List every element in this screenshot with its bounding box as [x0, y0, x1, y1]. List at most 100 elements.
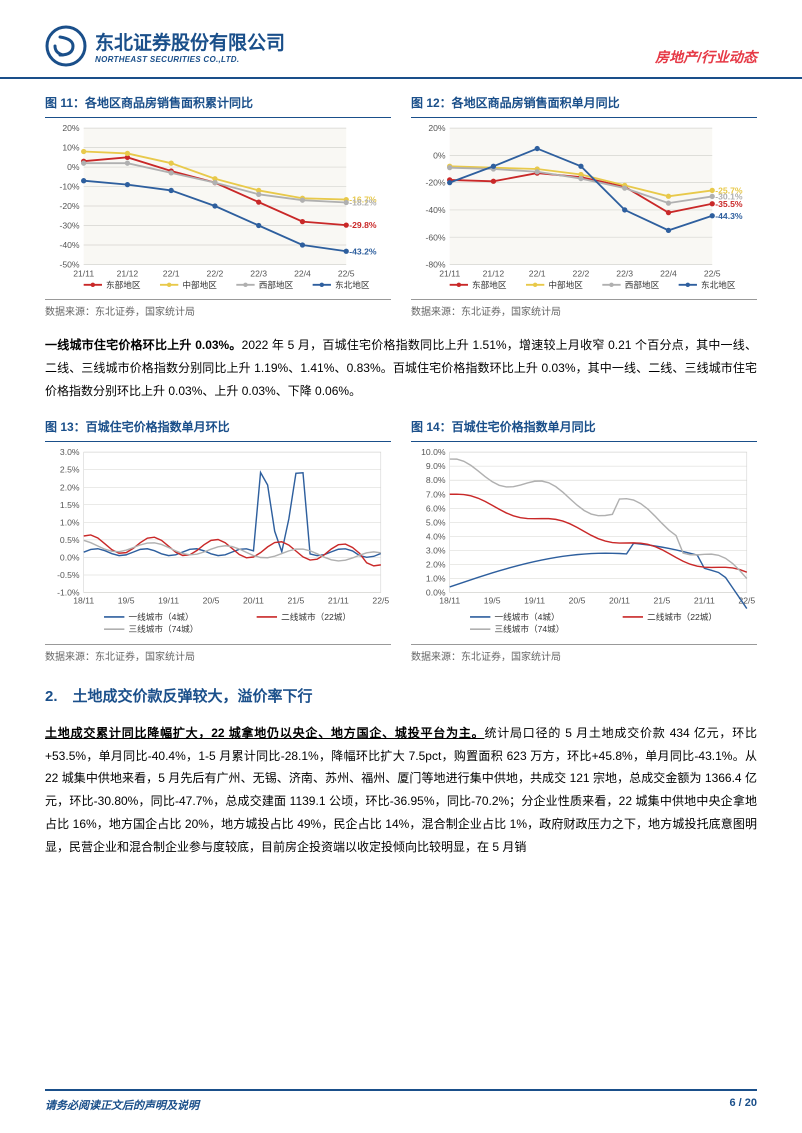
svg-text:-30%: -30%: [59, 221, 79, 231]
svg-text:22/2: 22/2: [573, 269, 590, 279]
chart-13-source: 数据来源：东北证券，国家统计局: [45, 648, 391, 663]
chart-14-box: 0.0%1.0%2.0%3.0%4.0%5.0%6.0%7.0%8.0%9.0%…: [411, 441, 757, 644]
svg-text:0.5%: 0.5%: [60, 535, 80, 545]
svg-text:-18.2%: -18.2%: [349, 198, 377, 208]
svg-text:21/11: 21/11: [73, 269, 94, 279]
svg-text:20/11: 20/11: [609, 596, 630, 606]
svg-text:20/5: 20/5: [203, 596, 220, 606]
chart-row-1: 图 11：各地区商品房销售面积累计同比 -50%-40%-30%-20%-10%…: [45, 94, 757, 318]
paragraph-1: 一线城市住宅价格环比上升 0.03%。2022 年 5 月，百城住宅价格指数同比…: [45, 334, 757, 402]
svg-text:3.0%: 3.0%: [60, 448, 80, 458]
svg-text:0%: 0%: [433, 150, 446, 160]
content-area: 图 11：各地区商品房销售面积累计同比 -50%-40%-30%-20%-10%…: [0, 79, 802, 859]
chart-13-block: 图 13：百城住宅价格指数单月环比 -1.0%-0.5%0.0%0.5%1.0%…: [45, 418, 391, 662]
svg-text:4.0%: 4.0%: [426, 532, 446, 542]
svg-text:-40%: -40%: [59, 240, 79, 250]
svg-text:-20%: -20%: [425, 178, 445, 188]
section-2-heading: 2. 土地成交价款反弹较大，溢价率下行: [45, 685, 757, 706]
svg-text:20%: 20%: [62, 123, 80, 133]
svg-text:22/3: 22/3: [250, 269, 267, 279]
chart-12-source: 数据来源：东北证券，国家统计局: [411, 303, 757, 318]
svg-text:10.0%: 10.0%: [421, 448, 446, 458]
svg-text:中部地区: 中部地区: [548, 279, 583, 290]
para1-bold: 一线城市住宅价格环比上升 0.03%。: [45, 338, 242, 352]
svg-text:三线城市（74城）: 三线城市（74城）: [494, 624, 564, 635]
chart-14-svg: 0.0%1.0%2.0%3.0%4.0%5.0%6.0%7.0%8.0%9.0%…: [411, 446, 757, 639]
company-logo-icon: [45, 25, 87, 67]
svg-text:22/3: 22/3: [616, 269, 633, 279]
svg-text:0.0%: 0.0%: [60, 553, 80, 563]
chart-14-source: 数据来源：东北证券，国家统计局: [411, 648, 757, 663]
chart-12-box: -80%-60%-40%-20%0%20%21/1121/1222/122/22…: [411, 117, 757, 300]
svg-text:东部地区: 东部地区: [106, 279, 141, 290]
para2-underline: 土地成交累计同比降幅扩大，22 城拿地仍以央企、地方国企、城投平台为主。: [45, 726, 484, 740]
svg-text:22/5: 22/5: [704, 269, 721, 279]
footer-pagenum: 6 / 20: [729, 1097, 757, 1113]
company-name-en: NORTHEAST SECURITIES CO.,LTD.: [95, 55, 285, 64]
svg-text:22/5: 22/5: [372, 596, 389, 606]
chart-row-2: 图 13：百城住宅价格指数单月环比 -1.0%-0.5%0.0%0.5%1.0%…: [45, 418, 757, 662]
svg-text:22/4: 22/4: [294, 269, 311, 279]
chart-13-svg: -1.0%-0.5%0.0%0.5%1.0%1.5%2.0%2.5%3.0%18…: [45, 446, 391, 639]
svg-text:1.5%: 1.5%: [60, 500, 80, 510]
svg-text:二线城市（22城）: 二线城市（22城）: [281, 611, 351, 622]
svg-text:中部地区: 中部地区: [182, 279, 217, 290]
svg-text:3.0%: 3.0%: [426, 546, 446, 556]
chart-13-title: 图 13：百城住宅价格指数单月环比: [45, 418, 391, 435]
footer-line: 请务必阅读正文后的声明及说明 6 / 20: [45, 1089, 757, 1113]
svg-text:1.0%: 1.0%: [60, 518, 80, 528]
chart-12-svg: -80%-60%-40%-20%0%20%21/1121/1222/122/22…: [411, 122, 757, 295]
svg-text:20/11: 20/11: [243, 596, 264, 606]
svg-text:8.0%: 8.0%: [426, 476, 446, 486]
page-footer: 请务必阅读正文后的声明及说明 6 / 20: [0, 1089, 802, 1133]
svg-text:东北地区: 东北地区: [335, 279, 370, 290]
svg-text:21/12: 21/12: [483, 269, 505, 279]
chart-12-title: 图 12：各地区商品房销售面积单月同比: [411, 94, 757, 111]
chart-11-title: 图 11：各地区商品房销售面积累计同比: [45, 94, 391, 111]
chart-11-box: -50%-40%-30%-20%-10%0%10%20%21/1121/1222…: [45, 117, 391, 300]
svg-text:西部地区: 西部地区: [259, 279, 294, 290]
logo-text: 东北证券股份有限公司 NORTHEAST SECURITIES CO.,LTD.: [95, 28, 285, 64]
chart-11-block: 图 11：各地区商品房销售面积累计同比 -50%-40%-30%-20%-10%…: [45, 94, 391, 318]
svg-text:-20%: -20%: [59, 201, 79, 211]
svg-text:18/11: 18/11: [73, 596, 94, 606]
svg-text:2.5%: 2.5%: [60, 465, 80, 475]
svg-text:-44.3%: -44.3%: [715, 211, 743, 221]
svg-text:19/11: 19/11: [158, 596, 179, 606]
svg-text:20/5: 20/5: [569, 596, 586, 606]
svg-text:20%: 20%: [428, 123, 446, 133]
svg-text:1.0%: 1.0%: [426, 574, 446, 584]
svg-text:19/5: 19/5: [118, 596, 135, 606]
chart-12-block: 图 12：各地区商品房销售面积单月同比 -80%-60%-40%-20%0%20…: [411, 94, 757, 318]
para2-rest: 统计局口径的 5 月土地成交价款 434 亿元，环比+53.5%，单月同比-40…: [45, 726, 757, 854]
svg-text:三线城市（74城）: 三线城市（74城）: [128, 624, 198, 635]
svg-text:19/11: 19/11: [524, 596, 545, 606]
svg-text:21/11: 21/11: [439, 269, 460, 279]
page-header: 东北证券股份有限公司 NORTHEAST SECURITIES CO.,LTD.…: [0, 0, 802, 79]
svg-text:-10%: -10%: [59, 182, 79, 192]
svg-text:22/1: 22/1: [163, 269, 180, 279]
svg-text:7.0%: 7.0%: [426, 490, 446, 500]
section-2-para: 土地成交累计同比降幅扩大，22 城拿地仍以央企、地方国企、城投平台为主。统计局口…: [45, 722, 757, 859]
svg-text:21/11: 21/11: [694, 596, 715, 606]
svg-text:5.0%: 5.0%: [426, 518, 446, 528]
svg-text:6.0%: 6.0%: [426, 504, 446, 514]
svg-text:22/1: 22/1: [529, 269, 546, 279]
svg-text:9.0%: 9.0%: [426, 462, 446, 472]
svg-text:一线城市（4城）: 一线城市（4城）: [494, 611, 559, 622]
svg-text:0%: 0%: [67, 162, 80, 172]
svg-text:19/5: 19/5: [484, 596, 501, 606]
chart-14-title: 图 14：百城住宅价格指数单月同比: [411, 418, 757, 435]
svg-text:-60%: -60%: [425, 232, 445, 242]
svg-text:21/5: 21/5: [288, 596, 305, 606]
svg-text:21/12: 21/12: [117, 269, 139, 279]
svg-text:东北地区: 东北地区: [701, 279, 736, 290]
svg-text:2.0%: 2.0%: [60, 483, 80, 493]
svg-text:-40%: -40%: [425, 205, 445, 215]
breadcrumb: 房地产/行业动态: [655, 47, 757, 67]
logo-block: 东北证券股份有限公司 NORTHEAST SECURITIES CO.,LTD.: [45, 25, 285, 67]
footer-disclaimer: 请务必阅读正文后的声明及说明: [45, 1097, 199, 1113]
svg-text:-0.5%: -0.5%: [57, 570, 80, 580]
svg-text:10%: 10%: [62, 143, 80, 153]
svg-text:西部地区: 西部地区: [625, 279, 660, 290]
